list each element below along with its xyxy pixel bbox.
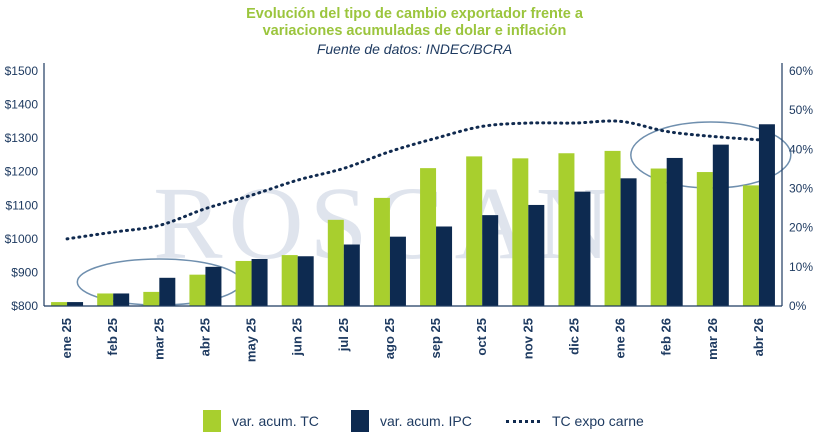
y-left-tick-label: $1400 xyxy=(5,98,39,112)
chart-legend: var. acum. TC var. acum. IPC TC expo car… xyxy=(0,408,829,434)
line-group xyxy=(65,119,761,241)
x-tick-label: oct 25 xyxy=(474,318,489,356)
bar-var-acum-tc xyxy=(327,219,344,306)
bar-var-acum-tc xyxy=(696,172,713,306)
y-right-tick-label: 10% xyxy=(789,260,813,274)
bar-var-acum-ipc xyxy=(343,244,360,306)
bar-var-acum-ipc xyxy=(528,204,545,306)
bar-var-acum-ipc xyxy=(251,259,268,306)
legend-swatch-tc xyxy=(203,410,221,432)
x-tick-label: feb 25 xyxy=(105,318,120,356)
bar-var-acum-ipc xyxy=(758,124,775,307)
bar-var-acum-ipc xyxy=(113,293,130,306)
axes-group: $800 $900 $1000 $1100 $1200 $1300 $1400 $1500 0%… xyxy=(5,63,813,362)
bar-var-acum-tc xyxy=(420,168,437,306)
x-tick-label: ene 26 xyxy=(613,318,628,358)
bar-var-acum-tc xyxy=(235,260,252,306)
chart-title-line2: variaciones acumuladas de dolar e inflac… xyxy=(262,23,567,39)
y-left-tick-label: $900 xyxy=(11,265,38,279)
bar-var-acum-ipc xyxy=(205,266,222,306)
bar-var-acum-tc xyxy=(604,150,621,306)
bar-var-acum-ipc xyxy=(67,302,84,306)
x-tick-label: ago 25 xyxy=(382,318,397,359)
line-tc-expo-carne xyxy=(65,119,761,241)
bar-var-acum-ipc xyxy=(297,256,314,306)
bar-var-acum-ipc xyxy=(389,236,406,306)
bar-var-acum-ipc xyxy=(159,277,176,306)
x-tick-label: mar 25 xyxy=(151,318,166,360)
y-right-tick-label: 40% xyxy=(789,142,813,156)
chart-subtitle: Fuente de datos: INDEC/BCRA xyxy=(316,41,513,57)
y-right-tick-label: 30% xyxy=(789,182,813,196)
bar-var-acum-tc xyxy=(373,197,390,306)
y-right-tick-label: 50% xyxy=(789,103,813,117)
y-left-tick-label: $800 xyxy=(11,299,38,313)
y-left-tick-label: $1500 xyxy=(5,64,39,78)
bar-var-acum-ipc xyxy=(620,178,637,306)
x-tick-label: nov 25 xyxy=(520,318,535,359)
bar-var-acum-tc xyxy=(189,274,206,306)
y-left-tick-label: $1300 xyxy=(5,131,39,145)
x-tick-label: may 25 xyxy=(244,318,259,362)
x-tick-label: abr 26 xyxy=(751,318,766,356)
legend-label-tc: var. acum. TC xyxy=(232,413,319,429)
bar-var-acum-tc xyxy=(466,156,483,306)
bar-var-acum-ipc xyxy=(482,215,499,306)
chart-title-line1: Evolución del tipo de cambio exportador … xyxy=(246,6,583,22)
bar-var-acum-tc xyxy=(97,293,114,306)
bar-var-acum-tc xyxy=(742,185,759,306)
x-tick-label: ene 25 xyxy=(59,318,74,358)
chart-canvas: ROSGAN $800$900$1000$1100$1200$1300$1400… xyxy=(5,63,813,362)
y-right-tick-label: 60% xyxy=(789,64,813,78)
bar-var-acum-tc xyxy=(51,302,68,306)
x-tick-label: abr 25 xyxy=(197,318,212,356)
bar-var-acum-tc xyxy=(512,158,529,306)
legend-swatch-line xyxy=(506,419,540,423)
legend-label-line: TC expo carne xyxy=(552,413,644,429)
bar-var-acum-ipc xyxy=(436,226,453,306)
bar-var-acum-tc xyxy=(281,255,298,306)
bar-var-acum-tc xyxy=(558,153,575,306)
x-tick-label: dic 25 xyxy=(566,318,581,355)
y-right-tick-label: 20% xyxy=(789,221,813,235)
bar-var-acum-ipc xyxy=(574,191,591,306)
bar-var-acum-ipc xyxy=(712,144,729,306)
y-left-tick-label: $1100 xyxy=(6,198,39,212)
x-tick-label: jul 25 xyxy=(336,318,351,352)
legend-item-ipc: var. acum. IPC xyxy=(351,408,472,434)
legend-item-tc: var. acum. TC xyxy=(203,408,319,434)
x-tick-label: feb 26 xyxy=(659,318,674,356)
x-tick-label: mar 26 xyxy=(705,318,720,360)
y-left-tick-label: $1200 xyxy=(5,165,39,179)
bar-var-acum-ipc xyxy=(666,157,683,306)
legend-label-ipc: var. acum. IPC xyxy=(380,413,472,429)
y-right-tick-label: 0% xyxy=(789,299,807,313)
x-tick-label: jun 25 xyxy=(290,318,305,357)
bar-var-acum-tc xyxy=(143,291,160,306)
bar-var-acum-tc xyxy=(650,168,667,306)
bars-group xyxy=(51,124,775,307)
legend-swatch-ipc xyxy=(351,410,369,432)
x-tick-label: sep 25 xyxy=(428,318,443,358)
y-left-tick-label: $1000 xyxy=(5,232,39,246)
legend-item-line: TC expo carne xyxy=(506,408,644,434)
